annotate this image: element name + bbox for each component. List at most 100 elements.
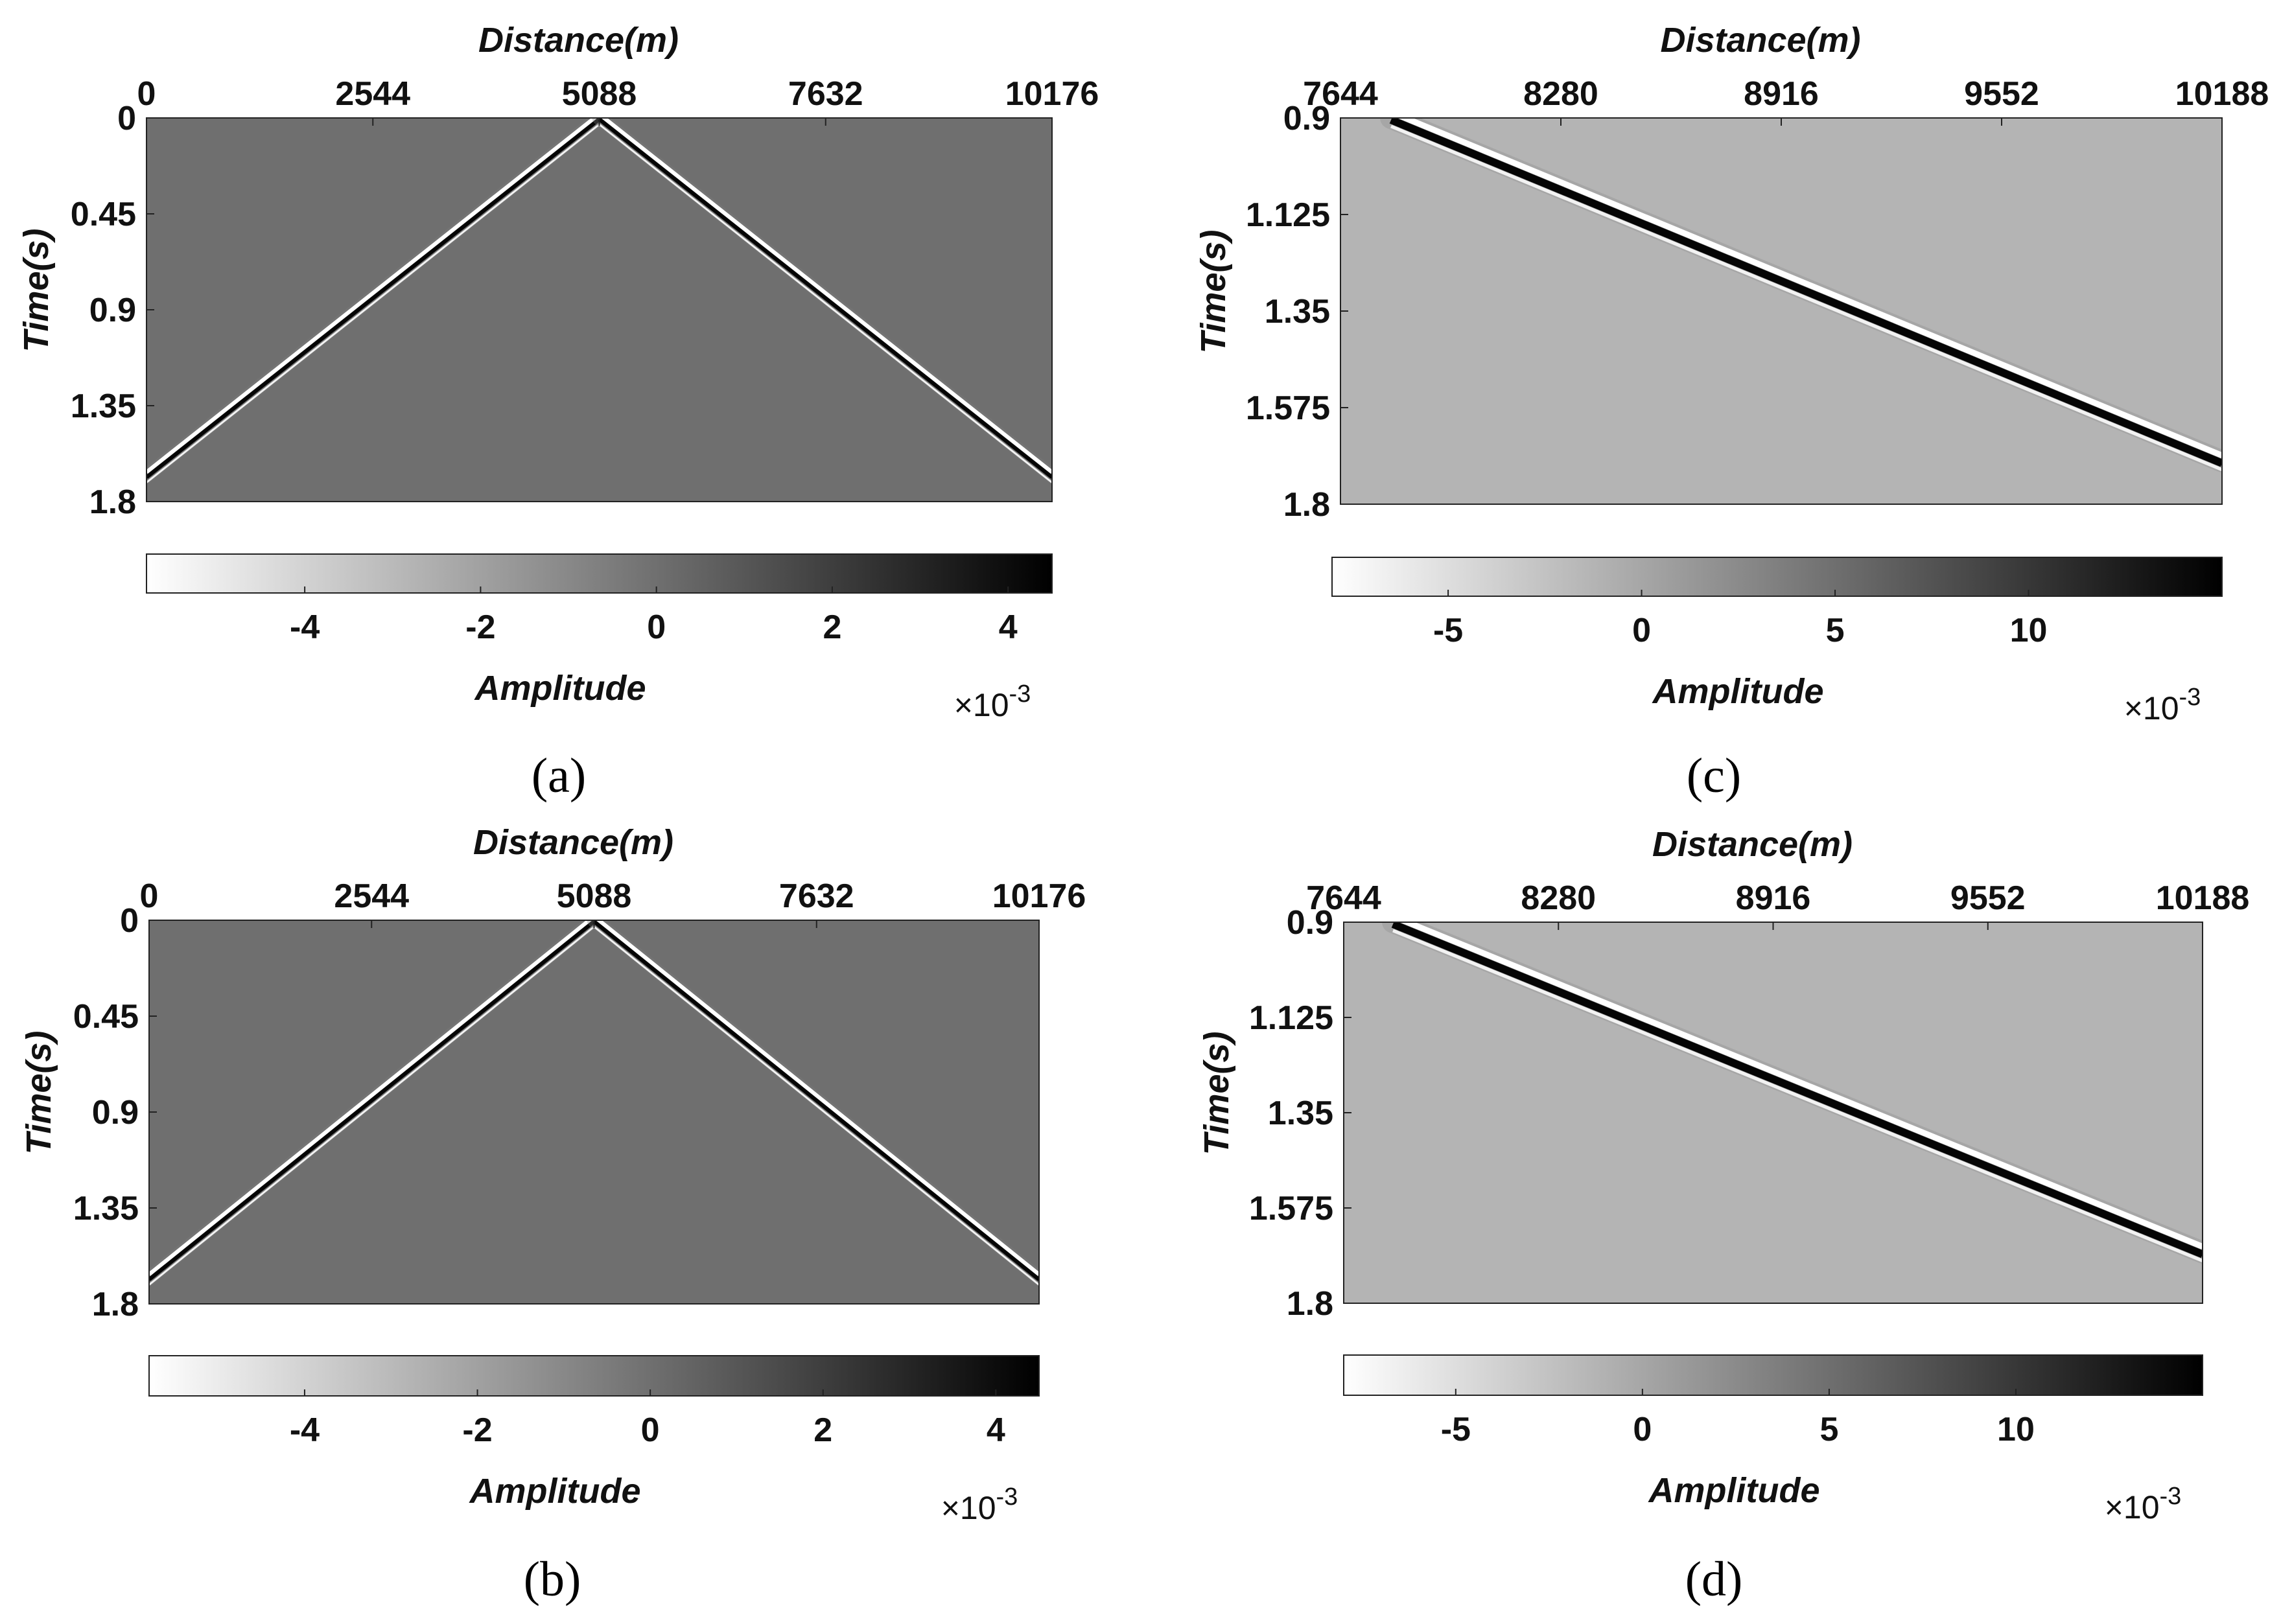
panel-b-cb-multiplier: ×10-3 [941,1483,1018,1526]
panel-a-cbtick-label: 4 [999,609,1018,646]
panel-b-cbtick-label: -4 [290,1411,320,1449]
event-left-direct-wave-peak [149,920,596,1281]
panel-d-ytick-label: 1.575 [1249,1190,1333,1227]
event-left-direct-wave-peak [146,118,601,479]
panel-c-cbtick-label: 10 [2010,612,2048,649]
event-right-direct-wave-trough [596,920,1039,1276]
event-direct-wave-trough [1399,922,2203,1249]
panel-a-cbtick-label: -4 [290,609,320,646]
event-direct-wave-sidelobe [1392,929,2203,1262]
panel-a-caption: (a) [532,748,586,803]
panel-d-cbtick-label: 0 [1633,1411,1652,1448]
event-left-direct-wave-sidelobe [149,925,595,1286]
panel-d-xtick-label: 8280 [1521,879,1596,917]
panel-a-cbtick-label: -2 [465,609,495,646]
panel-a-cbtick-label: 0 [647,609,666,646]
panel-a-xtick-label: 0 [137,75,156,113]
panel-d-cblabel: Amplitude [1648,1471,1820,1510]
panel-b-xtick-label: 2544 [334,877,409,915]
panel-b-ylabel: Time(s) [19,1030,58,1154]
panel-d-xlabel: Distance(m) [1652,825,1853,864]
panel-d-xtick-label: 9552 [1950,879,2026,917]
panel-d-cbtick-label: 10 [1997,1411,2035,1448]
panel-c-ytick-label: 1.8 [1283,486,1330,524]
panel-a-ytick-label: 0 [117,100,136,137]
panel-c-xtick-label: 8280 [1523,75,1598,113]
panel-b-xtick-label: 10176 [992,877,1086,915]
event-right-direct-wave-sidelobe [598,123,1052,483]
panel-c-ytick-label: 0.9 [1283,100,1330,137]
panel-c-field [1340,118,2222,504]
panel-c-cbtick-label: 0 [1632,612,1651,649]
panel-b-cbtick-label: 0 [641,1411,660,1449]
panel-a: 0 2544 5088 7632 10176 Distance(m) 0 0.45 0.9 1.3… [17,21,1099,803]
panel-d-caption: (d) [1685,1552,1743,1607]
panel-c-xtick-label: 10188 [2175,75,2269,113]
panel-b-cbtick-label: 4 [987,1411,1005,1449]
panel-d-colorbar [1343,1354,2203,1396]
panel-d-ytick-label: 1.125 [1249,999,1333,1037]
event-direct-wave-sidelobe [1390,124,2222,472]
panel-a-cbtick-label: 2 [823,609,841,646]
panel-c-xtick-label: 7644 [1303,75,1378,113]
event-direct-wave-trough [1398,118,2222,458]
event-direct-wave-peak [1391,922,2203,1259]
event-right-direct-wave-peak [598,118,1052,479]
panel-d-ytick-label: 1.35 [1268,1095,1333,1132]
panel-c-events [1380,118,2222,472]
panel-b-cbtick-label: 2 [813,1411,832,1449]
panel-d: 7644 8280 8916 9552 10188 Distance(m) 0.9 1.125… [1197,825,2249,1607]
panel-d-ytick-label: 0.9 [1287,904,1333,942]
panel-c-colorbar [1331,557,2223,597]
panel-d-xtick-label: 7644 [1306,879,1381,917]
panel-c-ytick-label: 1.125 [1246,196,1330,234]
panel-a-xlabel: Distance(m) [478,21,679,60]
panel-b-ytick-label: 0 [120,902,139,940]
panel-c-ytick-label: 1.35 [1265,293,1330,331]
panel-c-xlabel: Distance(m) [1660,21,1860,60]
panel-b-xlabel: Distance(m) [473,823,673,862]
panel-d-cb-multiplier: ×10-3 [2105,1483,2182,1525]
panel-c-cb-multiplier: ×10-3 [2124,684,2201,726]
panel-b-field [149,920,1039,1304]
panel-a-ytick-label: 0.9 [89,292,136,329]
panel-b-events [149,920,1039,1286]
panel-b-xtick-label: 5088 [557,877,632,915]
panel-b-ytick-label: 0.45 [73,998,139,1036]
event-left-direct-wave-sidelobe [146,123,600,483]
panel-a-ytick-label: 1.8 [89,483,136,521]
event-left-direct-wave-trough [146,118,598,474]
event-left-direct-wave-trough [149,920,592,1276]
panel-d-events [1382,922,2203,1264]
panel-a-field [146,118,1052,502]
event-right-direct-wave-sidelobe [593,925,1039,1286]
panel-c-cbtick-label: -5 [1433,612,1463,649]
panel-a-ytick-label: 1.35 [71,388,136,425]
panel-c-xtick-label: 9552 [1964,75,2039,113]
panel-c-ytick-label: 1.575 [1246,389,1330,427]
panel-a-xtick-label: 5088 [562,75,637,113]
panel-b-cblabel: Amplitude [469,1472,641,1511]
panel-a-cblabel: Amplitude [474,669,646,708]
panel-c: 7644 8280 8916 9552 10188 Distance(m) 0.9 1.125… [1194,21,2269,803]
panel-c-cbtick-label: 5 [1826,612,1845,649]
panel-a-cb-multiplier: ×10-3 [954,680,1031,723]
panel-d-xtick-label: 8916 [1736,879,1811,917]
event-direct-wave-peak [1389,118,2222,467]
panel-d-cbtick-label: -5 [1441,1411,1471,1448]
panel-a-ylabel: Time(s) [17,228,56,352]
panel-b: 0 2544 5088 7632 10176 Distance(m) 0 0.45 0.9 1.3… [19,823,1086,1607]
panel-b-xtick-label: 7632 [779,877,854,915]
panel-b-xtick-label: 0 [140,877,159,915]
panel-c-cblabel: Amplitude [1652,672,1824,711]
panel-a-xtick-label: 7632 [788,75,863,113]
panel-d-xtick-label: 10188 [2156,879,2250,917]
panel-a-colorbar [146,553,1053,594]
panel-b-caption: (b) [524,1552,581,1607]
panel-a-xtick-label: 2544 [335,75,410,113]
panel-a-xtick-label: 10176 [1005,75,1099,113]
panel-d-ytick-label: 1.8 [1287,1285,1333,1323]
panel-c-ylabel: Time(s) [1194,229,1233,353]
panel-b-ytick-label: 0.9 [92,1094,139,1131]
